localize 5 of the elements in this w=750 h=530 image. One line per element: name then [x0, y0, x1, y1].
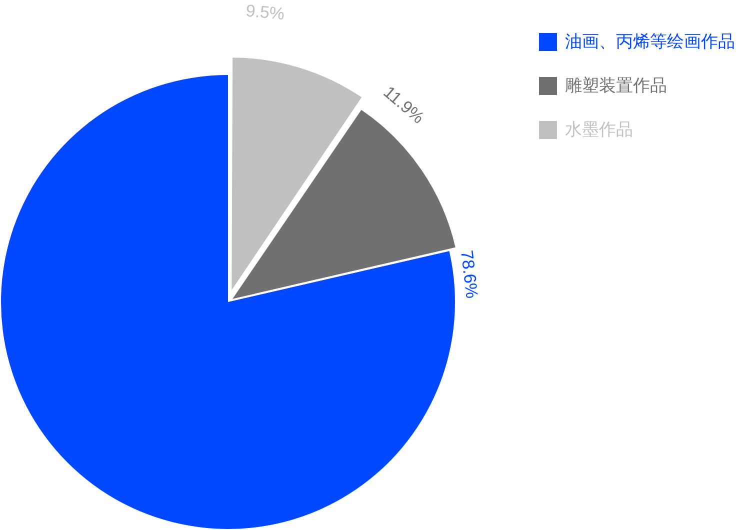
legend-label: 油画、丙烯等绘画作品 [565, 32, 735, 52]
legend-label: 水墨作品 [565, 120, 633, 140]
data-label: 9.5% [244, 1, 286, 24]
data-label: 78.6% [457, 249, 482, 300]
legend-label: 雕塑装置作品 [565, 76, 667, 96]
